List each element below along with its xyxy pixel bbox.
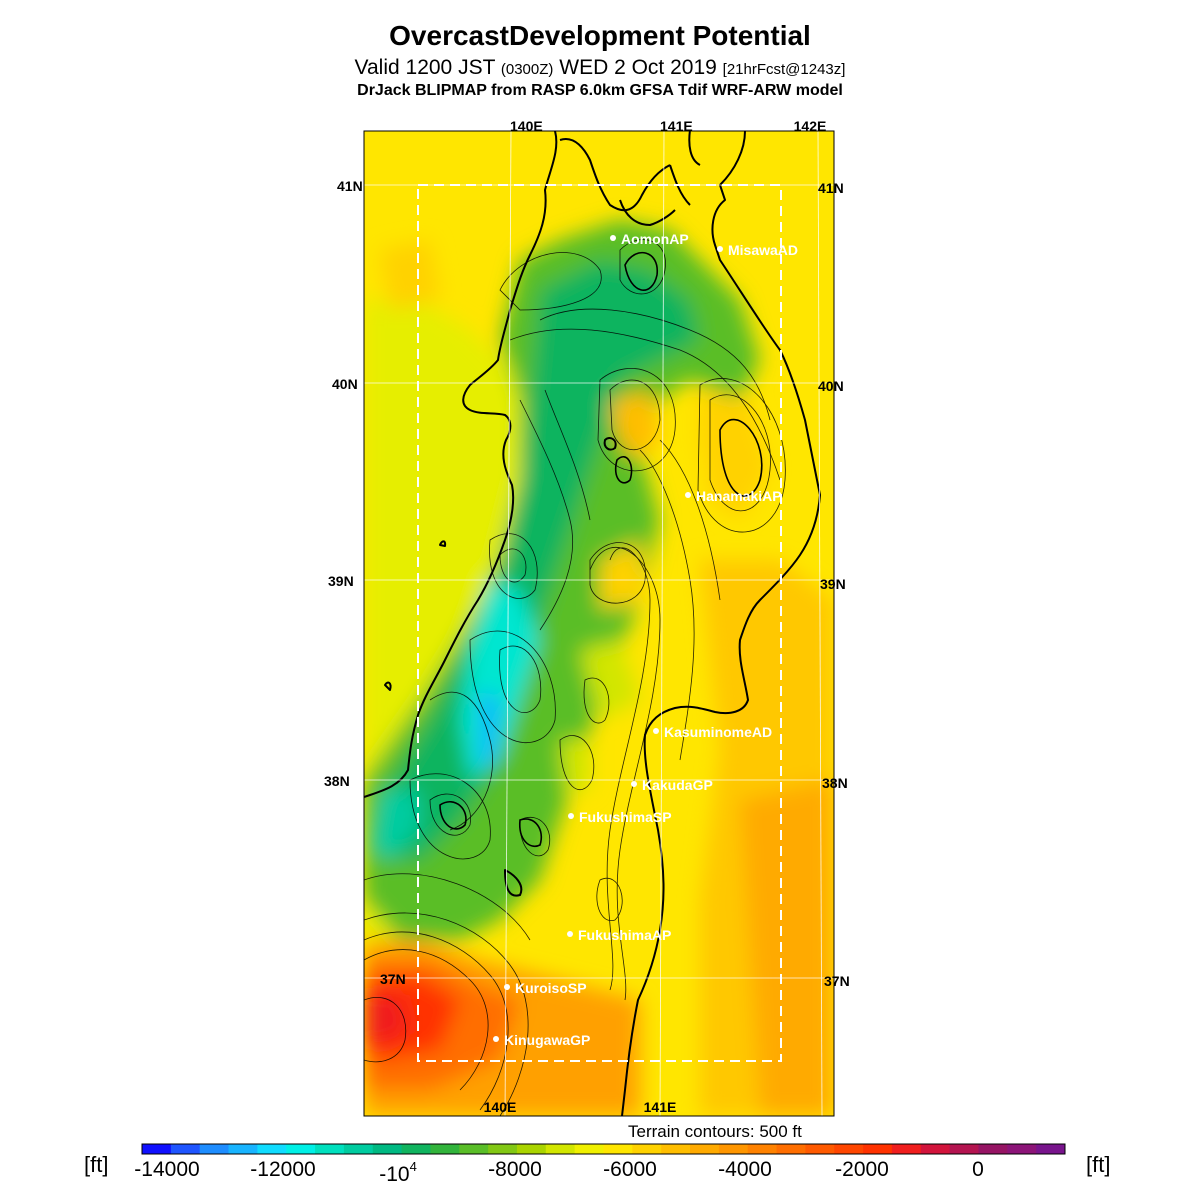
colorbar-swatch [257,1144,287,1154]
colorbar-tick-base: -10 [379,1163,409,1186]
lon-label-top-142E: 142E [794,118,827,134]
terrain-note: Terrain contours: 500 ft [628,1122,802,1141]
lat-label-left-37N: 37N [380,971,406,987]
lon-label-bottom-140E: 140E [484,1099,517,1115]
lat-label-right-39N: 39N [820,576,846,592]
colorbar-swatch [1036,1144,1066,1154]
colorbar-swatch [516,1144,547,1154]
lat-label-left-38N: 38N [324,773,350,789]
colorbar [142,1144,1066,1154]
station-label-kinugawa: KinugawaGP [504,1032,590,1048]
lat-label-left-40N: 40N [332,376,358,392]
colorbar-swatch [401,1144,431,1154]
colorbar-swatch [603,1144,633,1154]
colorbar-swatch [430,1144,460,1154]
station-label-hanamaki: HanamakiAP [696,488,782,504]
colorbar-tick-minus-12000: -12000 [250,1158,315,1181]
colorbar-swatch [690,1144,720,1154]
colorbar-swatch [920,1144,951,1154]
station-marker-kakuda[interactable] [631,781,637,787]
station-label-fukushima-ap: FukushimaAP [578,927,671,943]
colorbar-swatch [949,1144,979,1154]
station-label-kuroiso: KuroisoSP [515,980,587,996]
station-marker-kuroiso[interactable] [504,984,510,990]
colorbar-swatch [488,1144,518,1154]
page-title: OvercastDevelopment Potential [389,20,811,51]
station-label-fukushima-sp: FukushimaSP [579,809,672,825]
colorbar-swatch [343,1144,374,1154]
colorbar-swatch [891,1144,922,1154]
lat-label-right-40N: 40N [818,378,844,394]
colorbar-swatch [1007,1144,1037,1154]
colorbar-swatch [459,1144,489,1154]
lat-label-left-41N: 41N [337,178,363,194]
lat-label-right-38N: 38N [822,775,848,791]
valid-date: WED 2 Oct 2019 [559,56,717,79]
colorbar-tick-minus-6000: -6000 [603,1158,657,1181]
colorbar-swatch [142,1144,172,1154]
station-label-misawa: MisawaAD [728,242,798,258]
station-label-aomori: AomonAP [621,231,689,247]
lat-label-right-41N: 41N [818,180,844,196]
valid-utc: (0300Z) [500,61,554,78]
station-marker-fukushima-ap[interactable] [567,931,573,937]
colorbar-swatch [199,1144,230,1154]
colorbar-tick-minus-10000: -104 [379,1159,417,1186]
station-label-kasuminome: KasuminomeAD [664,724,772,740]
station-marker-aomori[interactable] [610,235,616,241]
lon-label-bottom-141E: 141E [644,1099,677,1115]
colorbar-swatch [372,1144,403,1154]
colorbar-swatch [228,1144,258,1154]
colorbar-swatch [834,1144,864,1154]
lat-label-right-37N: 37N [824,973,850,989]
colorbar-tick-minus-14000: -14000 [134,1158,199,1181]
colorbar-swatch [170,1144,201,1154]
colorbar-swatch [863,1144,893,1154]
station-marker-kasuminome[interactable] [653,728,659,734]
colorbar-swatch [632,1144,662,1154]
colorbar-tick-exponent: 4 [410,1159,417,1174]
colorbar-unit-left: [ft] [84,1152,108,1177]
lon-label-top-141E: 141E [660,118,693,134]
colorbar-tick-minus-8000: -8000 [488,1158,542,1181]
colorbar-swatch [718,1144,749,1154]
colorbar-swatch [747,1144,778,1154]
station-marker-misawa[interactable] [717,246,723,252]
colorbar-swatch [776,1144,806,1154]
colorbar-swatch [286,1144,316,1154]
model-subtitle: DrJack BLIPMAP from RASP 6.0km GFSA Tdif… [357,82,843,99]
colorbar-unit-right: [ft] [1086,1152,1110,1177]
colorbar-swatch [978,1144,1008,1154]
colorbar-tick-minus-2000: -2000 [835,1158,889,1181]
colorbar-swatch [545,1144,576,1154]
valid-prefix: Valid 1200 JST [354,56,496,79]
station-marker-fukushima-sp[interactable] [568,813,574,819]
station-marker-kinugawa[interactable] [493,1036,499,1042]
station-marker-hanamaki[interactable] [685,492,691,498]
colorbar-swatch [315,1144,345,1154]
colorbar-swatch [805,1144,835,1154]
colorbar-tick-zero: 0 [972,1158,984,1181]
lat-label-left-39N: 39N [328,573,354,589]
colorbar-swatch [574,1144,604,1154]
lon-label-top-140E: 140E [510,118,543,134]
colorbar-swatch [661,1144,691,1154]
valid-time: Valid 1200 JST (0300Z) WED 2 Oct 2019 [2… [0,56,1200,80]
map-panel [364,131,834,1116]
forecast-info: [21hrFcst@1243z] [722,61,846,78]
colorbar-frame [141,1143,1066,1155]
colorbar-tick-minus-4000: -4000 [718,1158,772,1181]
station-label-kakuda: KakudaGP [642,777,713,793]
map-frame [363,130,835,1117]
